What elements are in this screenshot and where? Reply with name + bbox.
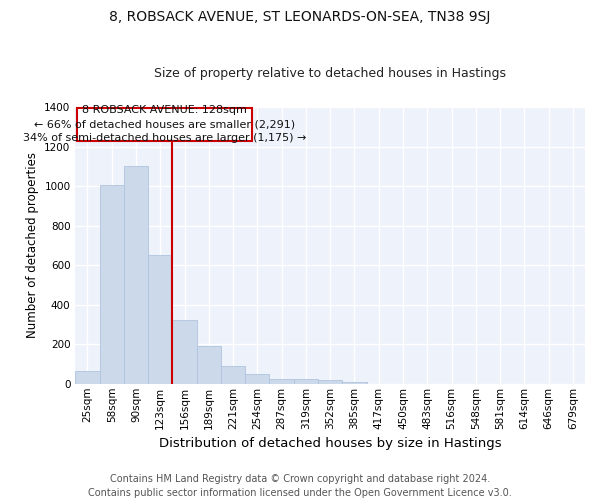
Bar — [294, 379, 318, 384]
X-axis label: Distribution of detached houses by size in Hastings: Distribution of detached houses by size … — [159, 437, 502, 450]
Title: Size of property relative to detached houses in Hastings: Size of property relative to detached ho… — [154, 66, 506, 80]
Bar — [76, 371, 100, 384]
Bar — [124, 166, 148, 384]
Bar — [197, 346, 221, 384]
FancyBboxPatch shape — [77, 108, 253, 140]
Bar — [148, 256, 172, 384]
Bar — [221, 366, 245, 384]
Bar — [318, 380, 342, 384]
Text: Contains HM Land Registry data © Crown copyright and database right 2024.
Contai: Contains HM Land Registry data © Crown c… — [88, 474, 512, 498]
Bar — [100, 185, 124, 384]
Y-axis label: Number of detached properties: Number of detached properties — [26, 152, 38, 338]
Bar — [245, 374, 269, 384]
Bar — [342, 382, 367, 384]
Bar — [172, 320, 197, 384]
Text: 8, ROBSACK AVENUE, ST LEONARDS-ON-SEA, TN38 9SJ: 8, ROBSACK AVENUE, ST LEONARDS-ON-SEA, T… — [109, 10, 491, 24]
Text: 8 ROBSACK AVENUE: 128sqm
← 66% of detached houses are smaller (2,291)
34% of sem: 8 ROBSACK AVENUE: 128sqm ← 66% of detach… — [23, 106, 306, 144]
Bar — [269, 379, 294, 384]
